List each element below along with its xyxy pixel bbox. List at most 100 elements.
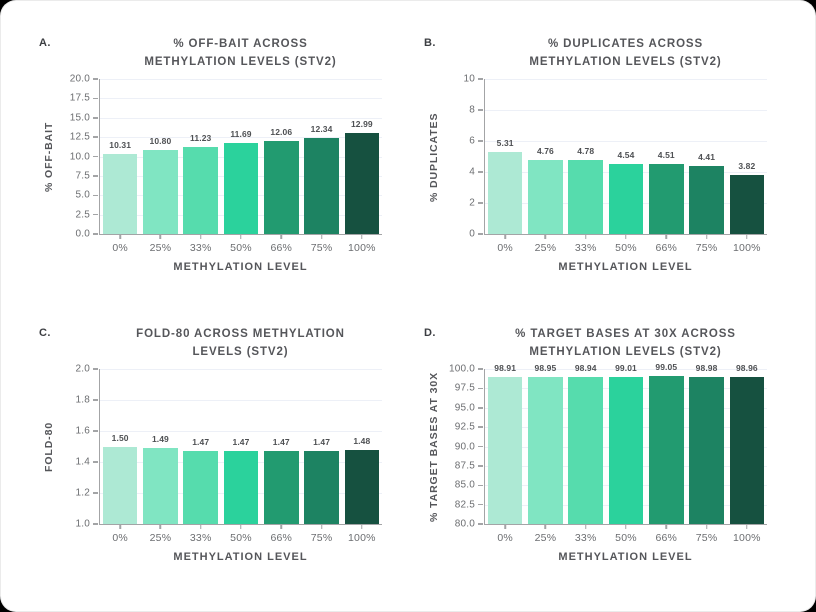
- chart-title: % DUPLICATES ACROSS METHYLATION LEVELS (S…: [484, 35, 767, 72]
- chart-title-line: METHYLATION LEVELS (STV2): [529, 56, 722, 69]
- bar-value-label: 12.34: [310, 124, 333, 135]
- bar-value-label: 4.41: [698, 151, 716, 162]
- x-category-label: 100%: [348, 242, 376, 254]
- y-axis-label: FOLD-80: [43, 421, 55, 473]
- y-tick: [478, 368, 483, 370]
- gridline: [100, 431, 382, 432]
- bar-cell: 1.50 0%: [100, 369, 140, 544]
- bar: [263, 140, 299, 234]
- y-tick-label: 1.8: [75, 394, 90, 406]
- bar-cell: 4.41 75%: [686, 79, 726, 254]
- bar-cell: 3.82 100%: [727, 79, 767, 254]
- x-tick: [665, 234, 668, 239]
- x-category-label: 50%: [615, 242, 637, 254]
- y-tick-label: 90.0: [454, 441, 475, 452]
- x-axis-label: METHYLATION LEVEL: [558, 261, 693, 273]
- y-tick: [478, 109, 483, 111]
- gridline: [100, 400, 382, 401]
- chart-panel-a: A. % OFF-BAIT ACROSS METHYLATION LEVELS (…: [29, 27, 406, 303]
- x-tick: [361, 524, 363, 529]
- x-category-label: 66%: [655, 532, 678, 544]
- bar-cell: 98.98 75%: [686, 363, 726, 544]
- y-tick: [478, 233, 483, 235]
- bar-cell: 1.48 100%: [342, 369, 382, 544]
- chart-panel-c: C. FOLD-80 ACROSS METHYLATION LEVELS (STV…: [29, 317, 406, 593]
- x-axis-label: METHYLATION LEVEL: [558, 551, 693, 563]
- y-tick: [93, 155, 98, 158]
- bar-cell: 12.34 75%: [301, 79, 341, 254]
- bar-cell: 5.31 0%: [485, 79, 525, 254]
- bar: [648, 164, 684, 234]
- x-axis-label: METHYLATION LEVEL: [173, 551, 308, 563]
- bar: [183, 146, 219, 234]
- y-tick-label: 92.5: [454, 421, 475, 433]
- bar: [183, 451, 219, 524]
- y-tick: [93, 97, 98, 100]
- bar-cell: 99.05 66%: [646, 362, 686, 544]
- bar: [304, 451, 339, 524]
- x-category-label: 66%: [270, 532, 293, 544]
- panel-label: A.: [39, 37, 51, 49]
- y-tick: [93, 430, 98, 432]
- bar-cell: 4.51 66%: [646, 79, 686, 254]
- chart-panel-b: B. % DUPLICATES ACROSS METHYLATION LEVELS…: [414, 27, 791, 303]
- x-tick: [119, 234, 121, 239]
- gridline: [485, 369, 767, 370]
- y-tick: [478, 445, 483, 448]
- bar-value-label: 10.80: [149, 136, 172, 147]
- x-category-label: 50%: [230, 532, 252, 544]
- bar-value-label: 99.01: [615, 362, 637, 373]
- chart-title: % OFF-BAIT ACROSS METHYLATION LEVELS (STV…: [99, 35, 382, 72]
- chart-title-line: METHYLATION LEVELS (STV2): [144, 56, 337, 69]
- y-tick-label: 1.4: [75, 456, 90, 468]
- bar-cell: 98.95 25%: [525, 363, 565, 544]
- bar-cell: 1.47 66%: [261, 369, 301, 544]
- x-tick: [504, 524, 506, 529]
- bar-value-label: 4.78: [577, 145, 595, 156]
- x-tick: [159, 524, 162, 529]
- gridline: [100, 117, 382, 119]
- bar-value-label: 11.23: [190, 132, 212, 143]
- x-category-label: 100%: [733, 532, 761, 544]
- y-tick-label: 10.0: [69, 151, 90, 162]
- gridline: [485, 79, 767, 80]
- x-axis-label: METHYLATION LEVEL: [173, 261, 308, 273]
- x-tick: [544, 524, 547, 529]
- y-tick: [93, 175, 98, 177]
- y-tick: [93, 194, 98, 196]
- y-tick: [93, 492, 98, 494]
- x-category-label: 50%: [230, 242, 252, 254]
- y-axis-label: % OFF-BAIT: [43, 121, 55, 193]
- plot-area: 0.0 2.5 5.0 7.5 10.0 12.5 15.0 17.5 20.0 10.31 0% 1…: [70, 74, 382, 254]
- y-tick: [478, 426, 483, 428]
- bar-cell: 98.94 33%: [566, 363, 606, 544]
- x-category-label: 50%: [615, 532, 637, 544]
- y-tick: [478, 407, 483, 409]
- y-tick: [478, 387, 483, 390]
- bar-value-label: 3.82: [738, 160, 756, 171]
- gridline: [485, 110, 767, 111]
- x-category-label: 25%: [149, 242, 172, 254]
- x-category-label: 75%: [695, 242, 718, 254]
- bar: [223, 451, 259, 524]
- x-category-label: 0%: [112, 532, 128, 544]
- y-tick-label: 8: [469, 104, 475, 116]
- bar-value-label: 98.95: [534, 363, 557, 374]
- bar-value-label: 99.05: [655, 362, 678, 373]
- x-tick: [584, 234, 587, 239]
- x-category-label: 66%: [270, 242, 293, 254]
- y-tick-label: 87.5: [454, 460, 475, 472]
- y-tick: [478, 523, 483, 525]
- x-category-label: 66%: [655, 242, 678, 254]
- y-tick-label: 80.0: [454, 518, 475, 530]
- x-category-label: 75%: [310, 532, 333, 544]
- bar: [689, 165, 724, 234]
- bar-cell: 4.78 33%: [566, 79, 606, 254]
- bar: [568, 377, 604, 524]
- y-tick: [93, 78, 98, 80]
- x-tick: [240, 234, 242, 239]
- x-tick: [320, 234, 323, 239]
- bar-value-label: 1.50: [111, 432, 129, 443]
- gridline: [485, 141, 767, 142]
- gridline: [100, 79, 382, 80]
